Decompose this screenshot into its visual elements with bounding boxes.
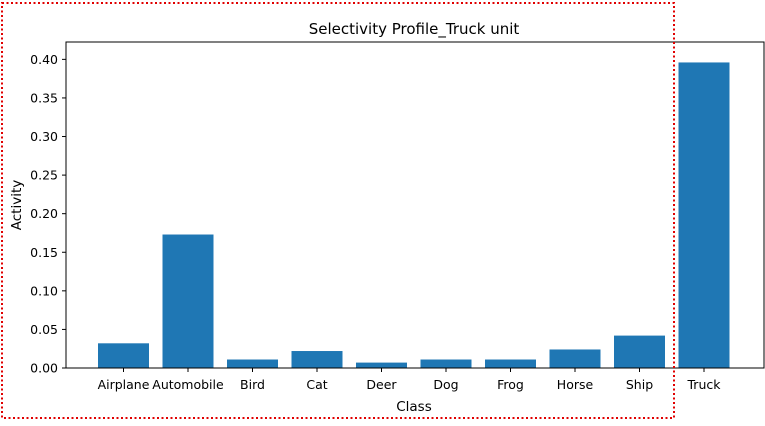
bar-dog <box>420 359 472 368</box>
x-axis-label: Class <box>396 399 432 415</box>
x-tick-label: Airplane <box>98 377 150 392</box>
bar-deer <box>356 362 407 368</box>
bar-automobile <box>162 234 214 368</box>
y-tick-label: 0.40 <box>30 52 58 67</box>
bar-horse <box>549 349 601 368</box>
y-tick-label: 0.10 <box>30 283 58 298</box>
y-tick-label: 0.30 <box>30 129 58 144</box>
x-tick-label: Cat <box>306 377 327 392</box>
chart-title: Selectivity Profile_Truck unit <box>309 20 520 39</box>
x-tick-label: Frog <box>497 377 524 392</box>
y-tick-label: 0.20 <box>30 206 58 221</box>
bar-cat <box>291 351 343 368</box>
y-tick-label: 0.25 <box>30 168 58 183</box>
bar-frog <box>485 359 536 368</box>
x-tick-label: Bird <box>240 377 265 392</box>
x-axis: Airplane Automobile Bird Cat Deer Dog Frog Hors… <box>98 368 722 392</box>
x-tick-label: Dog <box>433 377 458 392</box>
x-tick-label: Deer <box>366 377 397 392</box>
y-tick-label: 0.35 <box>30 90 58 105</box>
highlight-annotation <box>1 2 675 419</box>
y-axis: 0.00 0.05 0.10 0.15 0.20 0.25 0.30 0.35 0.40 <box>30 52 66 376</box>
y-axis-label: Activity <box>9 180 25 231</box>
x-tick-label: Automobile <box>152 377 224 392</box>
x-tick-label: Ship <box>626 377 653 392</box>
bar-bird <box>227 359 278 368</box>
bar-ship <box>614 335 665 368</box>
x-tick-label: Horse <box>557 377 594 392</box>
y-tick-label: 0.05 <box>30 322 58 337</box>
bar-truck <box>678 62 730 369</box>
bar-airplane <box>98 343 149 368</box>
bars-group <box>98 62 730 369</box>
plot-frame <box>65 41 765 369</box>
y-tick-label: 0.15 <box>30 245 58 260</box>
y-tick-label: 0.00 <box>30 361 58 376</box>
x-tick-label: Truck <box>687 377 722 392</box>
